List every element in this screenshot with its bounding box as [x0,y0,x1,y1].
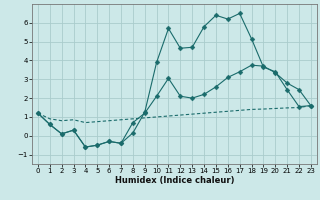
X-axis label: Humidex (Indice chaleur): Humidex (Indice chaleur) [115,176,234,185]
